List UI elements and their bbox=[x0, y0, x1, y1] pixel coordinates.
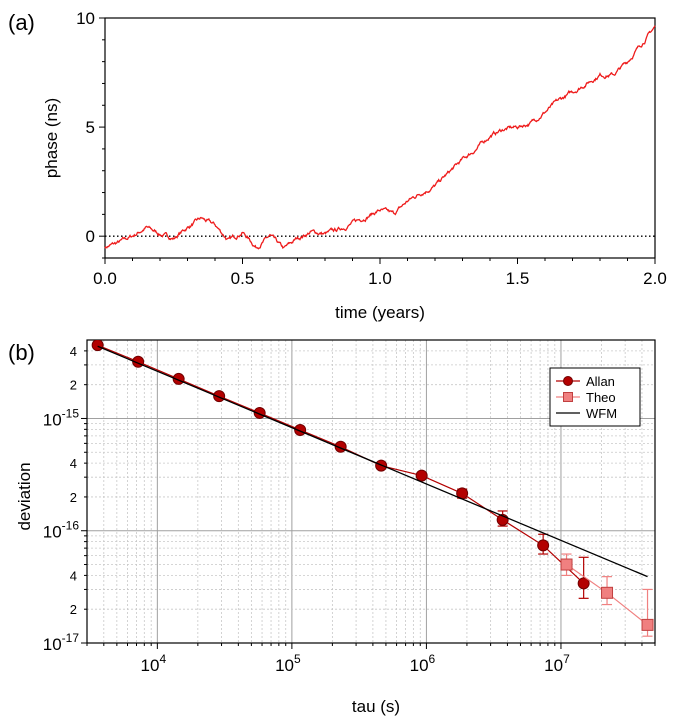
x-tick-label-a: 0.0 bbox=[93, 269, 117, 288]
y-major-tick-label-b: 10-17 bbox=[43, 631, 80, 654]
theo-point bbox=[560, 558, 573, 571]
x-tick-label-b: 104 bbox=[141, 652, 167, 675]
x-tick-label-a: 2.0 bbox=[643, 269, 667, 288]
x-axis-label-a: time (years) bbox=[335, 303, 425, 322]
legend-marker-allan bbox=[563, 376, 573, 386]
panel-letter-a: (a) bbox=[8, 10, 35, 35]
x-axis-label-b: tau (s) bbox=[352, 697, 400, 716]
y-minor-tick-label-b: 4 bbox=[70, 456, 77, 471]
y-major-tick-label-b: 10-15 bbox=[43, 406, 80, 429]
y-major-tick-label-b: 10-16 bbox=[43, 519, 80, 542]
y-axis-label-b: deviation bbox=[15, 462, 34, 530]
wfm-line bbox=[97, 345, 648, 578]
x-tick-label-b: 107 bbox=[544, 652, 570, 675]
legend-label-allan: Allan bbox=[586, 374, 615, 389]
x-tick-label-b: 105 bbox=[275, 652, 301, 675]
allan-point bbox=[91, 340, 104, 352]
legend-marker-theo bbox=[563, 392, 573, 402]
plot-area-b bbox=[91, 340, 654, 637]
phase-series-line bbox=[104, 25, 656, 250]
panel-letter-b: (b) bbox=[8, 340, 35, 365]
y-tick-label-a: 0 bbox=[86, 227, 95, 246]
x-tick-label-a: 1.0 bbox=[368, 269, 392, 288]
y-minor-tick-label-b: 4 bbox=[70, 568, 77, 583]
y-minor-tick-label-b: 2 bbox=[70, 378, 77, 393]
y-tick-label-a: 10 bbox=[76, 9, 95, 28]
x-tick-label-b: 106 bbox=[410, 652, 436, 675]
legend-label-theo: Theo bbox=[586, 390, 616, 405]
y-minor-tick-label-b: 2 bbox=[70, 602, 77, 617]
theo-point bbox=[601, 586, 614, 599]
y-minor-tick-label-b: 4 bbox=[70, 344, 77, 359]
allan-line bbox=[97, 344, 585, 584]
legend-label-wfm: WFM bbox=[586, 406, 617, 421]
y-tick-label-a: 5 bbox=[86, 118, 95, 137]
allan-point bbox=[577, 577, 590, 590]
plot-frame-a bbox=[104, 17, 656, 259]
theo-point bbox=[641, 618, 654, 631]
y-axis-label-a: phase (ns) bbox=[42, 98, 61, 178]
allan-point bbox=[415, 469, 428, 482]
plot-frame-b bbox=[86, 339, 656, 644]
x-tick-label-a: 1.5 bbox=[506, 269, 530, 288]
allan-point bbox=[537, 539, 550, 552]
panel-a: 0.0 0.5 1.0 1.5 2.0 0 5 10 time (years) phase (ns… bbox=[42, 9, 667, 322]
x-tick-label-a: 0.5 bbox=[231, 269, 255, 288]
y-minor-tick-label-b: 2 bbox=[70, 490, 77, 505]
